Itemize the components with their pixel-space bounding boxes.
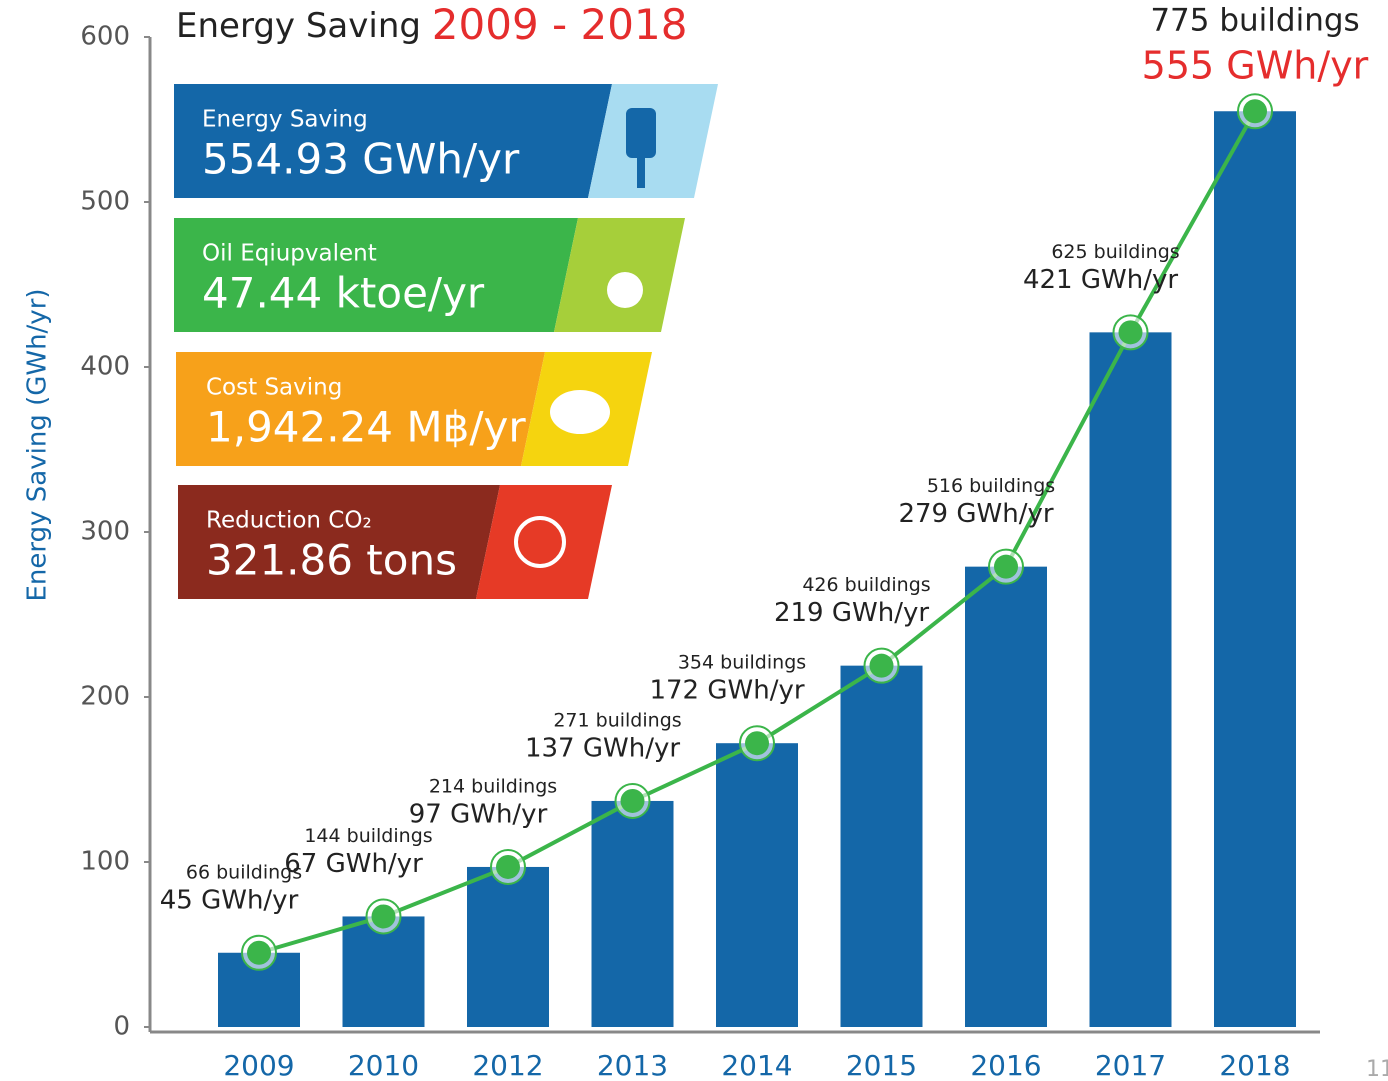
- panel-label: Energy Saving: [202, 107, 368, 133]
- y-tick-label: 500: [80, 187, 130, 217]
- co2-icon: [514, 516, 566, 568]
- page-number: 11: [1366, 1057, 1388, 1081]
- x-tick-label: 2015: [846, 1049, 917, 1081]
- panel-value: 1,942.24 M฿/yr: [206, 403, 526, 452]
- y-tick-label: 400: [80, 352, 130, 382]
- point: [1118, 320, 1143, 345]
- plug-icon: [637, 158, 645, 188]
- point: [620, 788, 645, 813]
- buildings-label: 516 buildings: [927, 475, 1055, 497]
- bar: [965, 566, 1047, 1027]
- bar: [1214, 111, 1296, 1027]
- buildings-label: 354 buildings: [678, 652, 806, 674]
- bar: [467, 866, 549, 1027]
- value-label: 137 GWh/yr: [525, 733, 680, 763]
- point: [745, 731, 769, 756]
- panel-value: 554.93 GWh/yr: [202, 135, 520, 184]
- value-label: 219 GWh/yr: [774, 598, 929, 628]
- point: [869, 653, 894, 678]
- point: [1243, 99, 1267, 124]
- bar: [716, 743, 798, 1027]
- panel-label: Cost Saving: [206, 375, 342, 401]
- x-tick-label: 2012: [472, 1049, 543, 1081]
- point: [371, 904, 396, 929]
- x-tick-label: 2017: [1095, 1049, 1166, 1081]
- panel-icon-bg: [476, 485, 612, 599]
- panel-label: Reduction CO₂: [206, 508, 372, 534]
- panels: [174, 84, 718, 599]
- piggy-icon: [550, 390, 610, 434]
- panel-bg: [174, 84, 612, 198]
- point: [496, 854, 520, 879]
- y-axis-label: Energy Saving (GWh/yr): [23, 288, 53, 601]
- y-tick-label: 600: [80, 22, 130, 52]
- plug-icon: [626, 108, 656, 158]
- x-tick-label: 2016: [970, 1049, 1041, 1081]
- panel-bg: [176, 352, 545, 466]
- value-label: 279 GWh/yr: [898, 499, 1053, 529]
- panel-bg: [178, 485, 500, 599]
- value-label: 172 GWh/yr: [649, 676, 804, 706]
- x-tick-label: 2010: [348, 1049, 419, 1081]
- buildings-label: 66 buildings: [186, 861, 302, 883]
- buildings-label: 271 buildings: [553, 709, 681, 731]
- panel-label: Oil Eqiupvalent: [202, 241, 377, 267]
- panel-value: 321.86 tons: [206, 536, 457, 585]
- bar: [840, 665, 923, 1027]
- point: [994, 554, 1018, 579]
- buildings-label: 214 buildings: [429, 775, 557, 797]
- x-tick-label: 2014: [721, 1049, 792, 1081]
- y-tick-label: 300: [80, 517, 130, 547]
- x-tick-label: 2013: [597, 1049, 668, 1081]
- drop-icon: [607, 272, 643, 308]
- bar: [342, 916, 425, 1027]
- bar: [591, 800, 674, 1027]
- point: [247, 940, 271, 965]
- value-label: 421 GWh/yr: [1023, 265, 1178, 295]
- bar: [1089, 332, 1172, 1028]
- buildings-label: 426 buildings: [802, 574, 930, 596]
- y-tick-label: 0: [113, 1012, 130, 1042]
- y-tick-label: 200: [80, 682, 130, 712]
- panel-value: 47.44 ktoe/yr: [202, 269, 485, 318]
- title-years: 2009 - 2018: [432, 0, 688, 49]
- value-label: 67 GWh/yr: [284, 849, 423, 879]
- x-tick-label: 2018: [1219, 1049, 1290, 1081]
- buildings-label: 144 buildings: [304, 825, 432, 847]
- title-text: Energy Saving: [176, 6, 421, 46]
- value-label: 97 GWh/yr: [409, 799, 548, 829]
- panel-bg: [174, 218, 578, 332]
- y-tick-label: 100: [80, 847, 130, 877]
- value-label: 555 GWh/yr: [1142, 44, 1369, 88]
- x-tick-label: 2009: [223, 1049, 294, 1081]
- chart-title: Energy Saving 2009 - 2018: [176, 0, 687, 49]
- buildings-label: 625 buildings: [1051, 241, 1179, 263]
- value-label: 45 GWh/yr: [160, 885, 299, 915]
- buildings-label: 775 buildings: [1150, 3, 1359, 39]
